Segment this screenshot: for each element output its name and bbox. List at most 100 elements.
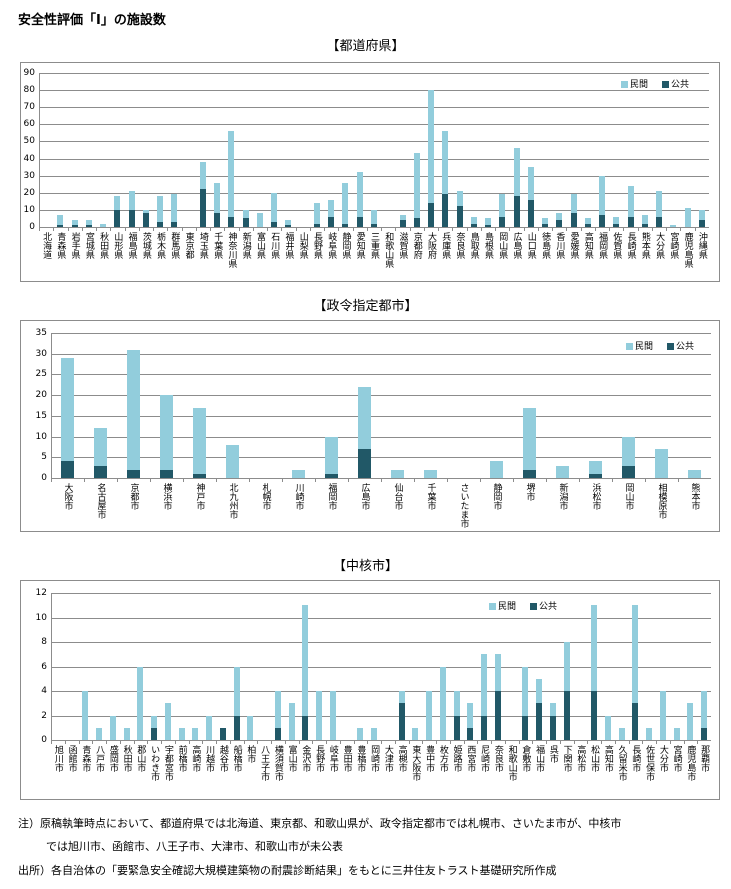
x-tick-label: 沖縄県: [696, 232, 707, 259]
bar-public-26: [413, 218, 420, 227]
bar-private-22: [357, 727, 364, 740]
gridline: [39, 90, 709, 92]
x-tick: [119, 740, 121, 744]
bar-private-38: [584, 218, 591, 224]
x-tick-label: 長野市: [314, 745, 325, 772]
x-tick-label: 熊本県: [639, 232, 650, 259]
chart-designated-cities: 0 5 10 15 20 25 30 35 大阪市 名古屋市 京都市 横浜市 神戸市 北九州市 札幌市 川崎市…: [20, 320, 720, 532]
bar-private-0: [60, 357, 75, 462]
x-tick-label: いわき市: [149, 745, 160, 781]
x-tick: [546, 740, 547, 744]
bar-private-7: [151, 715, 157, 728]
x-tick: [666, 227, 668, 231]
bar-public-23: [371, 223, 377, 227]
legend-item-private: 民間: [626, 339, 653, 352]
bar-private-45: [673, 727, 680, 740]
x-tick: [281, 227, 283, 231]
legend: 民間 公共: [489, 599, 557, 612]
x-tick-label: 千葉市: [425, 483, 436, 510]
bar-private-4: [192, 407, 207, 474]
x-tick-label: 栃木県: [155, 232, 166, 259]
x-tick-label: 長崎市: [630, 745, 641, 772]
bar-public-9: [357, 449, 372, 478]
y-tick-label: 0: [29, 222, 35, 232]
bar-private-3: [85, 220, 92, 226]
x-tick: [409, 227, 411, 231]
x-tick: [694, 227, 696, 231]
x-tick: [195, 227, 197, 231]
x-tick-label: 柏市: [245, 745, 256, 763]
x-tick: [53, 227, 55, 231]
x-tick-label: 郡山市: [135, 745, 146, 772]
x-tick: [422, 740, 424, 744]
x-tick-label: 北海道: [41, 232, 52, 259]
x-tick-label: 富山市: [286, 745, 297, 772]
x-tick-label: 堺市: [524, 483, 535, 501]
x-tick-label: 徳島県: [540, 232, 551, 259]
gridline: [51, 374, 711, 376]
bar-private-18: [302, 605, 309, 716]
x-tick-label: 埼玉県: [197, 232, 208, 259]
bar-private-3: [96, 727, 102, 740]
bar-public-39: [591, 691, 597, 740]
gridline: [51, 333, 711, 334]
y-tick-label: 35: [35, 328, 47, 338]
x-tick: [491, 740, 492, 744]
bar-public-2: [126, 469, 141, 478]
bar-public-16: [271, 221, 278, 227]
bar-private-21: [342, 182, 349, 224]
x-tick-label: 兵庫県: [440, 232, 451, 259]
bar-private-6: [128, 191, 135, 210]
x-tick: [216, 478, 217, 482]
y-tick-label: 50: [23, 136, 35, 147]
x-tick: [381, 740, 382, 744]
x-tick-label: 八王子市: [259, 745, 270, 781]
bar-public-30: [470, 223, 477, 227]
y-tick-label: 80: [23, 85, 35, 96]
gridline: [39, 192, 709, 194]
y-tick-label: 20: [23, 187, 35, 198]
x-tick-label: 岐阜市: [327, 745, 338, 772]
x-tick-label: 島根県: [483, 232, 494, 259]
legend-swatch: [626, 343, 633, 350]
y-tick-label: 2: [41, 710, 47, 721]
bar-private-44: [670, 225, 677, 227]
x-tick-label: 名古屋市: [95, 483, 106, 519]
x-tick: [656, 740, 657, 744]
x-tick: [150, 478, 151, 482]
x-tick-label: 高崎市: [190, 745, 201, 772]
x-tick-label: 新潟市: [557, 483, 568, 510]
bar-private-10: [192, 727, 199, 740]
bar-public-32: [494, 691, 501, 740]
bar-public-16: [274, 727, 281, 740]
bar-private-7: [291, 469, 306, 478]
chart-title-designated-cities: 【政令指定都市】: [313, 299, 418, 314]
x-tick-label: 群馬県: [169, 232, 180, 259]
bar-public-29: [456, 206, 463, 227]
x-tick-label: 高知県: [582, 232, 593, 259]
legend-item-public: 公共: [662, 77, 689, 90]
x-tick-label: 倉敷市: [520, 745, 531, 772]
bar-private-27: [428, 90, 434, 204]
bar-private-13: [233, 666, 240, 716]
x-tick-label: 奈良市: [492, 745, 503, 772]
bar-private-43: [646, 727, 652, 740]
bar-public-2: [71, 225, 78, 227]
x-tick: [229, 740, 231, 744]
bar-public-34: [527, 199, 534, 227]
x-tick: [348, 478, 349, 482]
x-tick: [601, 740, 602, 744]
x-tick: [447, 478, 448, 482]
bar-private-11: [423, 469, 438, 478]
x-tick: [449, 740, 451, 744]
bar-public-11: [199, 189, 206, 227]
y-tick-label: 40: [23, 153, 35, 164]
bar-public-12: [214, 213, 221, 227]
gridline: [39, 73, 709, 74]
x-tick: [612, 478, 613, 482]
bar-private-28: [442, 131, 449, 195]
x-tick: [637, 227, 639, 231]
x-tick-label: 札幌市: [260, 483, 271, 510]
y-tick-label: 30: [35, 348, 47, 359]
x-tick-label: 北九州市: [227, 483, 238, 519]
